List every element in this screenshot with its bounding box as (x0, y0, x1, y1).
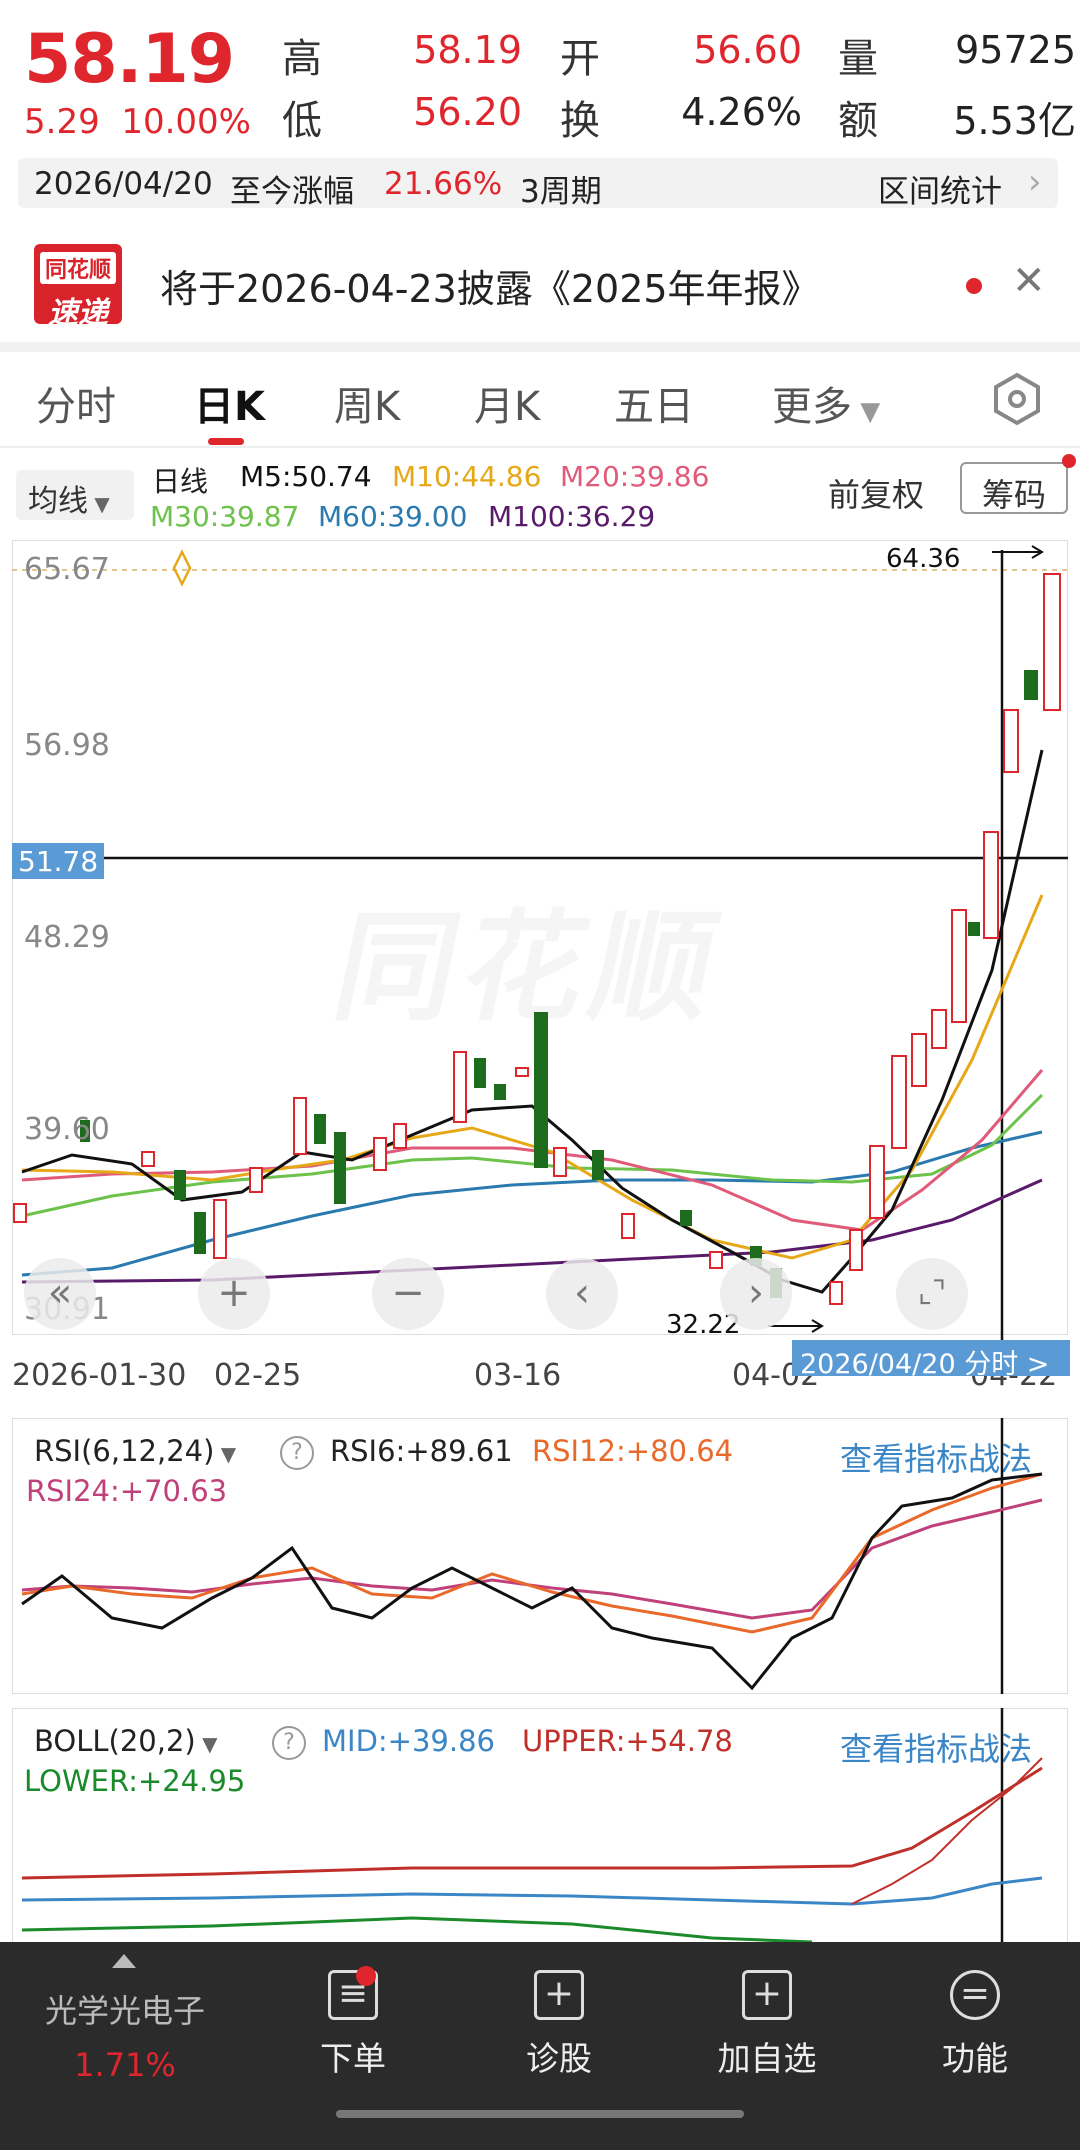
tab-divider (0, 446, 1080, 448)
rsi6-value: RSI6:+89.61 (330, 1434, 513, 1468)
ma-dropdown[interactable]: 均线 ▼ (16, 470, 134, 520)
ma60-value: M60:39.00 (318, 500, 468, 533)
boll-strategy-link[interactable]: 查看指标战法 (840, 1730, 1033, 1768)
x-axis-date-2: 02-25 (214, 1358, 302, 1393)
add-square-icon: + (742, 1970, 792, 2020)
expand-up-icon[interactable] (112, 1954, 136, 1968)
rsi-dropdown[interactable]: RSI(6,12,24) ▼ (34, 1434, 237, 1468)
open-value: 56.60 (693, 28, 802, 72)
sector-change: 1.71% (74, 2046, 176, 2084)
crosshair-date-tag[interactable]: 2026/04/20 分时 > (792, 1340, 1070, 1380)
range-stats-button[interactable]: 区间统计 (878, 174, 1002, 210)
low-label: 低 (282, 98, 322, 144)
help-icon[interactable]: ? (272, 1726, 306, 1760)
add-watchlist-button[interactable]: + 加自选 (692, 1970, 842, 2080)
adjust-mode-button[interactable]: 前复权 (828, 476, 925, 514)
range-gain-label: 至今涨幅 (230, 174, 354, 210)
high-label: 高 (282, 36, 322, 82)
menu-circle-icon: = (950, 1970, 1000, 2020)
active-tab-indicator (208, 438, 244, 445)
rewind-icon[interactable]: « (24, 1258, 96, 1330)
range-stats-bar[interactable]: 2026/04/20 至今涨幅 21.66% 3周期 区间统计 › (18, 158, 1058, 210)
tab-more[interactable]: 更多 ▼ (772, 384, 881, 430)
max-price-label: 64.36 (886, 544, 961, 574)
chip-notification-dot (1062, 454, 1076, 468)
chip-distribution-button[interactable]: 筹码 (960, 462, 1068, 514)
amount-value: 5.53亿 (953, 99, 1076, 143)
rsi24-value: RSI24:+70.63 (26, 1474, 228, 1508)
kline-chart (12, 545, 1068, 1340)
sector-name[interactable]: 光学光电子 (44, 1992, 205, 2030)
tab-monthly-k[interactable]: 月K (474, 384, 541, 430)
order-button[interactable]: ≡ 下单 (278, 1970, 428, 2080)
turnover-label: 换 (560, 98, 600, 144)
tab-intraday[interactable]: 分时 (36, 384, 116, 430)
candles (13, 573, 1061, 1305)
settings-hexagon-icon[interactable] (990, 372, 1044, 426)
boll-upper-value: UPPER:+54.78 (522, 1724, 733, 1758)
low-value: 56.20 (413, 90, 522, 134)
tab-five-day[interactable]: 五日 (614, 384, 694, 430)
boll-mid-value: MID:+39.86 (322, 1724, 495, 1758)
news-logo: 同花顺 速递 (34, 244, 122, 331)
news-unread-dot (966, 278, 982, 294)
ma5-value: M5:50.74 (240, 460, 372, 493)
tab-weekly-k[interactable]: 周K (334, 384, 401, 430)
ma-kind: 日线 (152, 465, 209, 498)
news-headline[interactable]: 将于2026-04-23披露《2025年年报》 (160, 267, 820, 311)
ma100-value: M100:36.29 (488, 500, 656, 533)
section-divider (0, 342, 1080, 352)
rsi-chart (21, 1418, 1043, 1694)
x-axis-date-1: 2026-01-30 (12, 1358, 187, 1393)
current-price: 58.19 (24, 20, 235, 99)
fullscreen-icon[interactable]: ⌞⌝ (896, 1258, 968, 1330)
price-change: 5.29 10.00% (24, 102, 251, 142)
chevron-right-icon: › (1028, 162, 1042, 202)
boll-chart (21, 1708, 1043, 1942)
rsi-strategy-link[interactable]: 查看指标战法 (840, 1440, 1033, 1478)
y-axis-label-4: 39.60 (24, 1112, 110, 1147)
rsi12-value: RSI12:+80.64 (532, 1434, 734, 1468)
tab-daily-k[interactable]: 日K (194, 384, 265, 430)
boll-dropdown[interactable]: BOLL(20,2) ▼ (34, 1724, 218, 1758)
boll-panel (12, 1708, 1068, 1942)
amount-label: 额 (838, 98, 878, 144)
y-axis-label-2: 56.98 (24, 728, 110, 763)
home-indicator[interactable] (336, 2110, 744, 2118)
order-badge (356, 1966, 376, 1986)
volume-label: 量 (838, 36, 878, 82)
ma20-value: M20:39.86 (560, 460, 710, 493)
rsi-panel (12, 1418, 1068, 1694)
current-line-tag: 51.78 (12, 843, 104, 879)
pan-right-icon[interactable]: › (720, 1258, 792, 1330)
kline-chart-frame[interactable] (12, 540, 1068, 1335)
close-icon[interactable]: ✕ (1012, 258, 1046, 304)
x-axis-date-3: 03-16 (474, 1358, 562, 1393)
pan-left-icon[interactable]: ‹ (546, 1258, 618, 1330)
ma10-value: M10:44.86 (392, 460, 542, 493)
open-label: 开 (560, 36, 600, 82)
help-icon[interactable]: ? (280, 1436, 314, 1470)
volume-value: 95725 (955, 28, 1076, 72)
range-gain-value: 21.66% (384, 166, 503, 202)
range-period: 3周期 (520, 174, 602, 210)
zoom-out-icon[interactable]: − (372, 1258, 444, 1330)
zoom-in-icon[interactable]: + (198, 1258, 270, 1330)
diagnose-button[interactable]: + 诊股 (484, 1970, 634, 2080)
diagnose-case-icon: + (534, 1970, 584, 2020)
y-axis-label-3: 48.29 (24, 920, 110, 955)
functions-button[interactable]: = 功能 (900, 1970, 1050, 2080)
y-axis-label-max: 65.67 (24, 552, 110, 587)
high-value: 58.19 (413, 28, 522, 72)
boll-lower-value: LOWER:+24.95 (24, 1764, 246, 1798)
turnover-value: 4.26% (681, 90, 802, 134)
range-start-date: 2026/04/20 (34, 166, 213, 202)
ma30-value: M30:39.87 (150, 500, 300, 533)
